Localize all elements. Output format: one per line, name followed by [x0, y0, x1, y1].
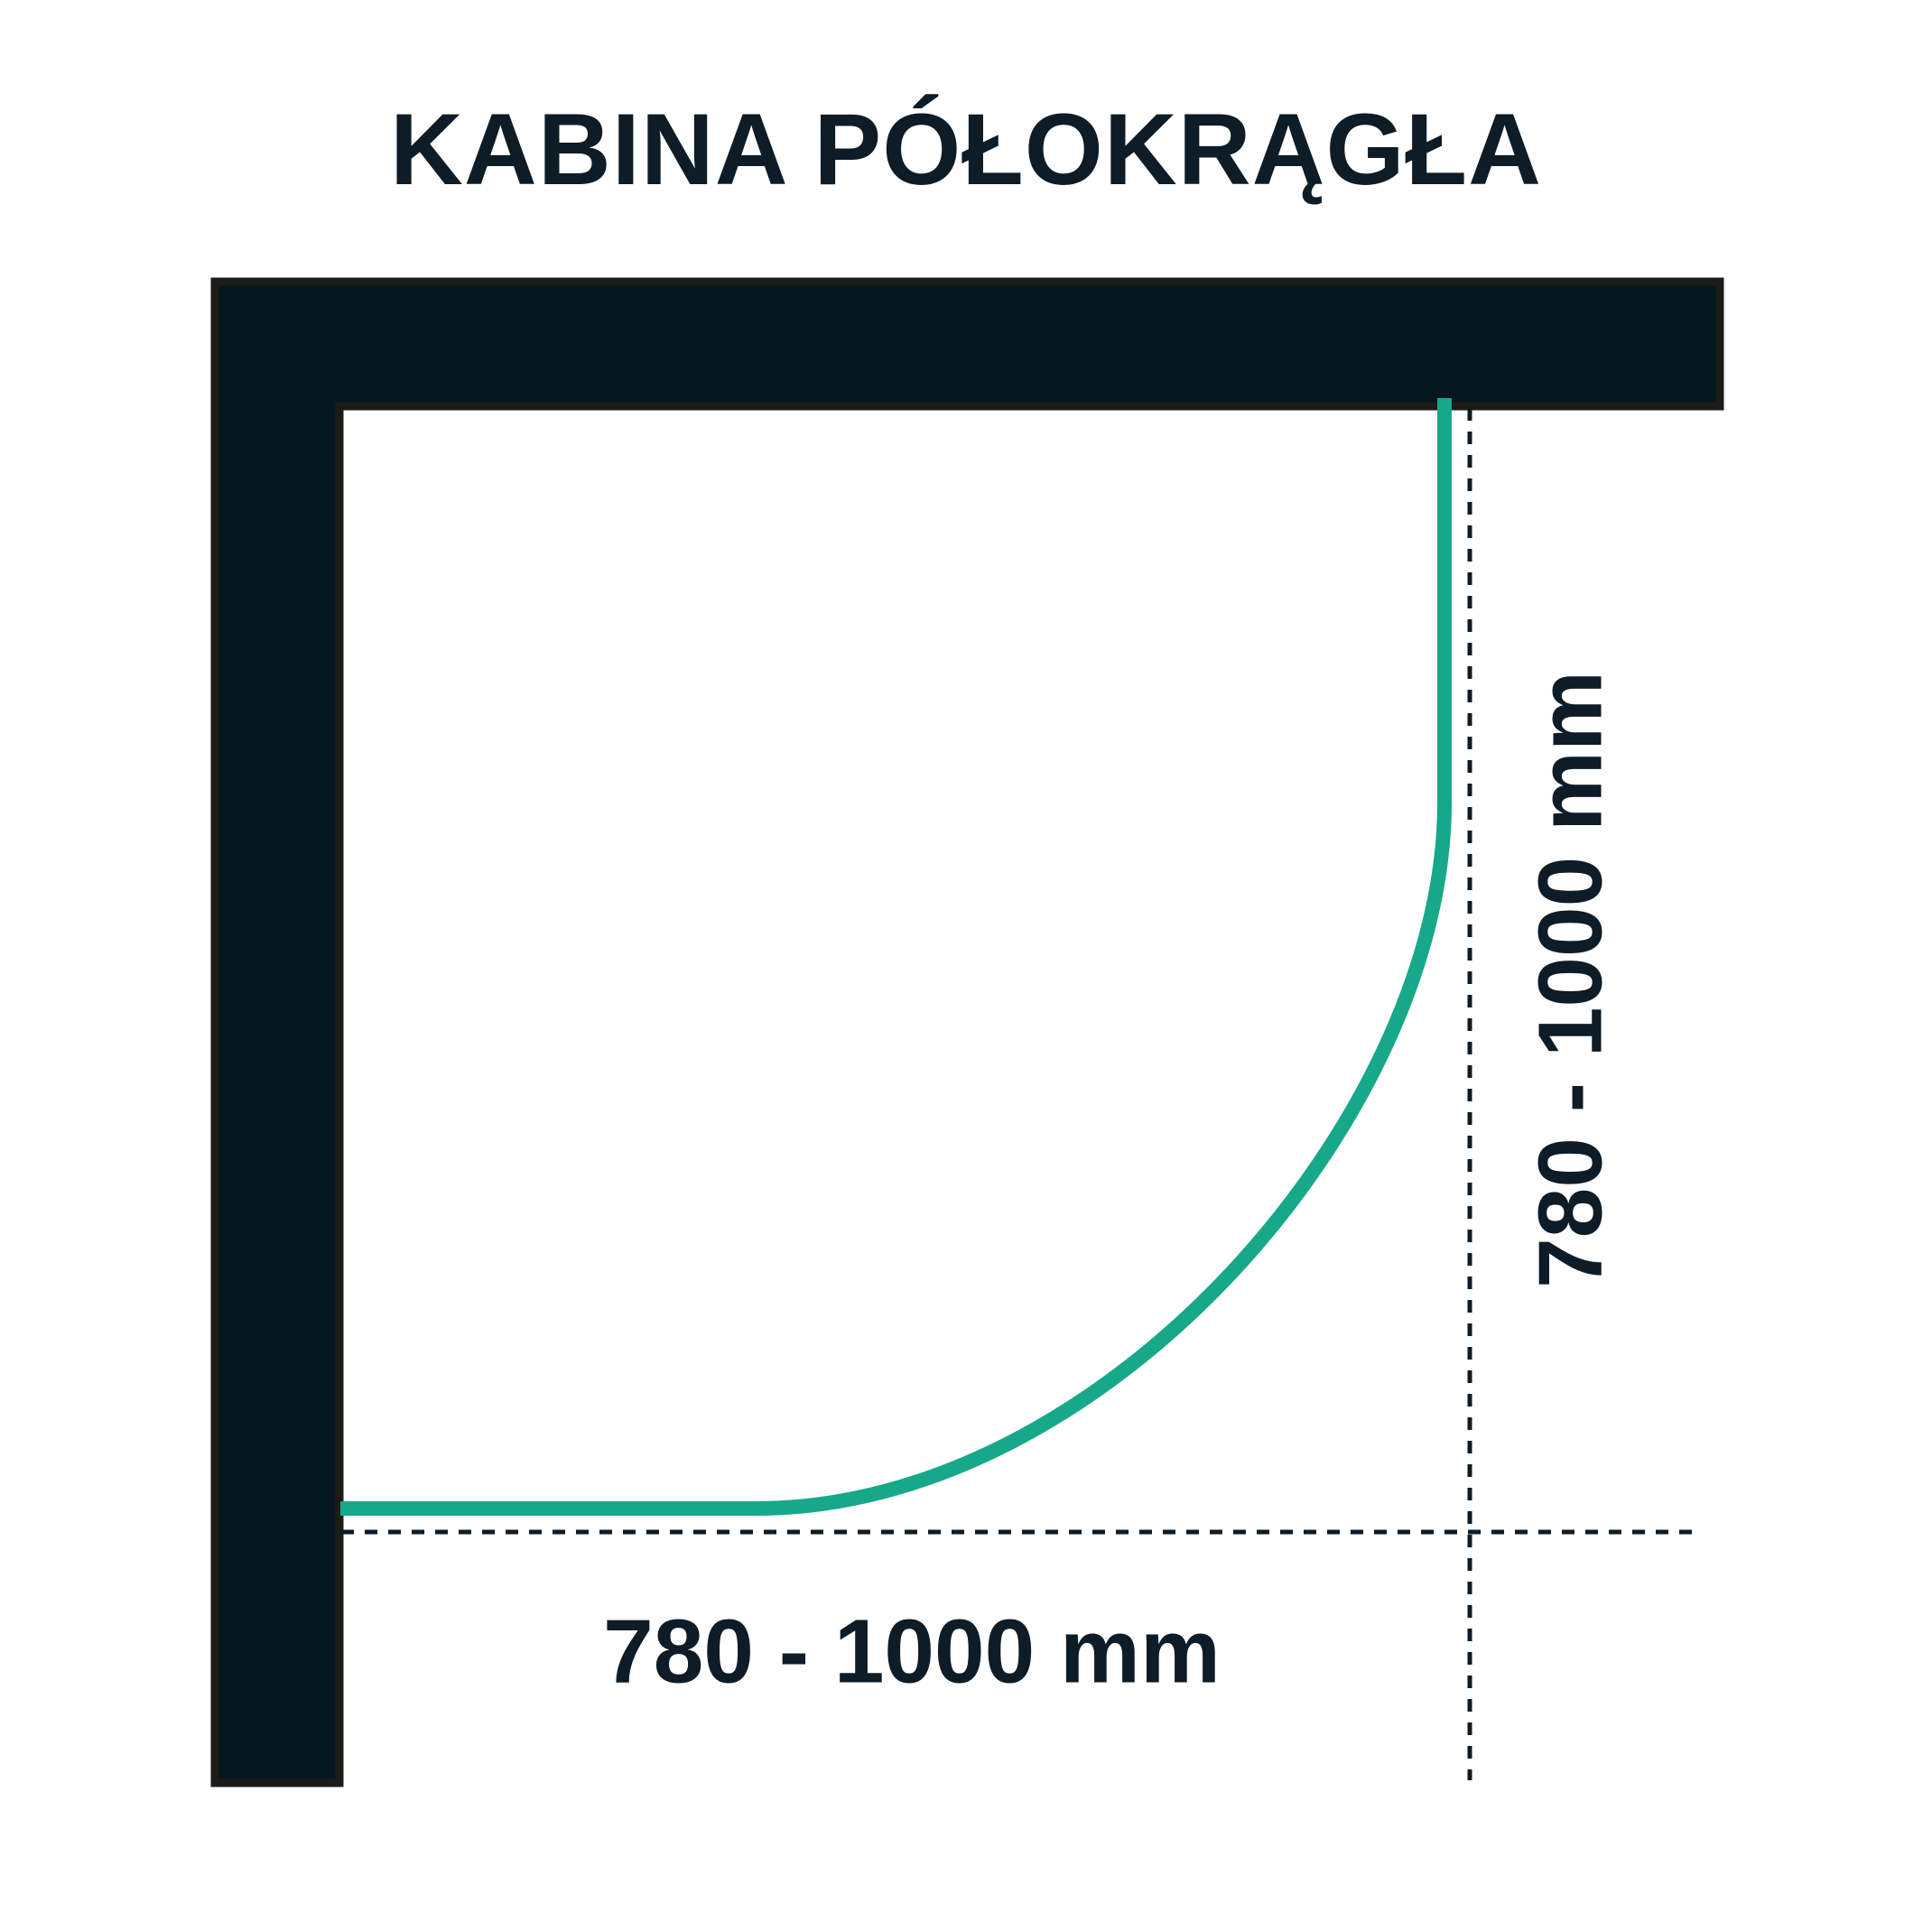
height-dimension-label: 780 - 1000 mm — [1519, 671, 1621, 1288]
page-title: KABINA PÓŁOKRĄGŁA — [390, 92, 1542, 206]
wall-corner-shape — [210, 277, 1724, 1787]
glass-panel-curve — [340, 398, 1452, 1516]
width-dimension-label: 780 - 1000 mm — [603, 1601, 1221, 1703]
